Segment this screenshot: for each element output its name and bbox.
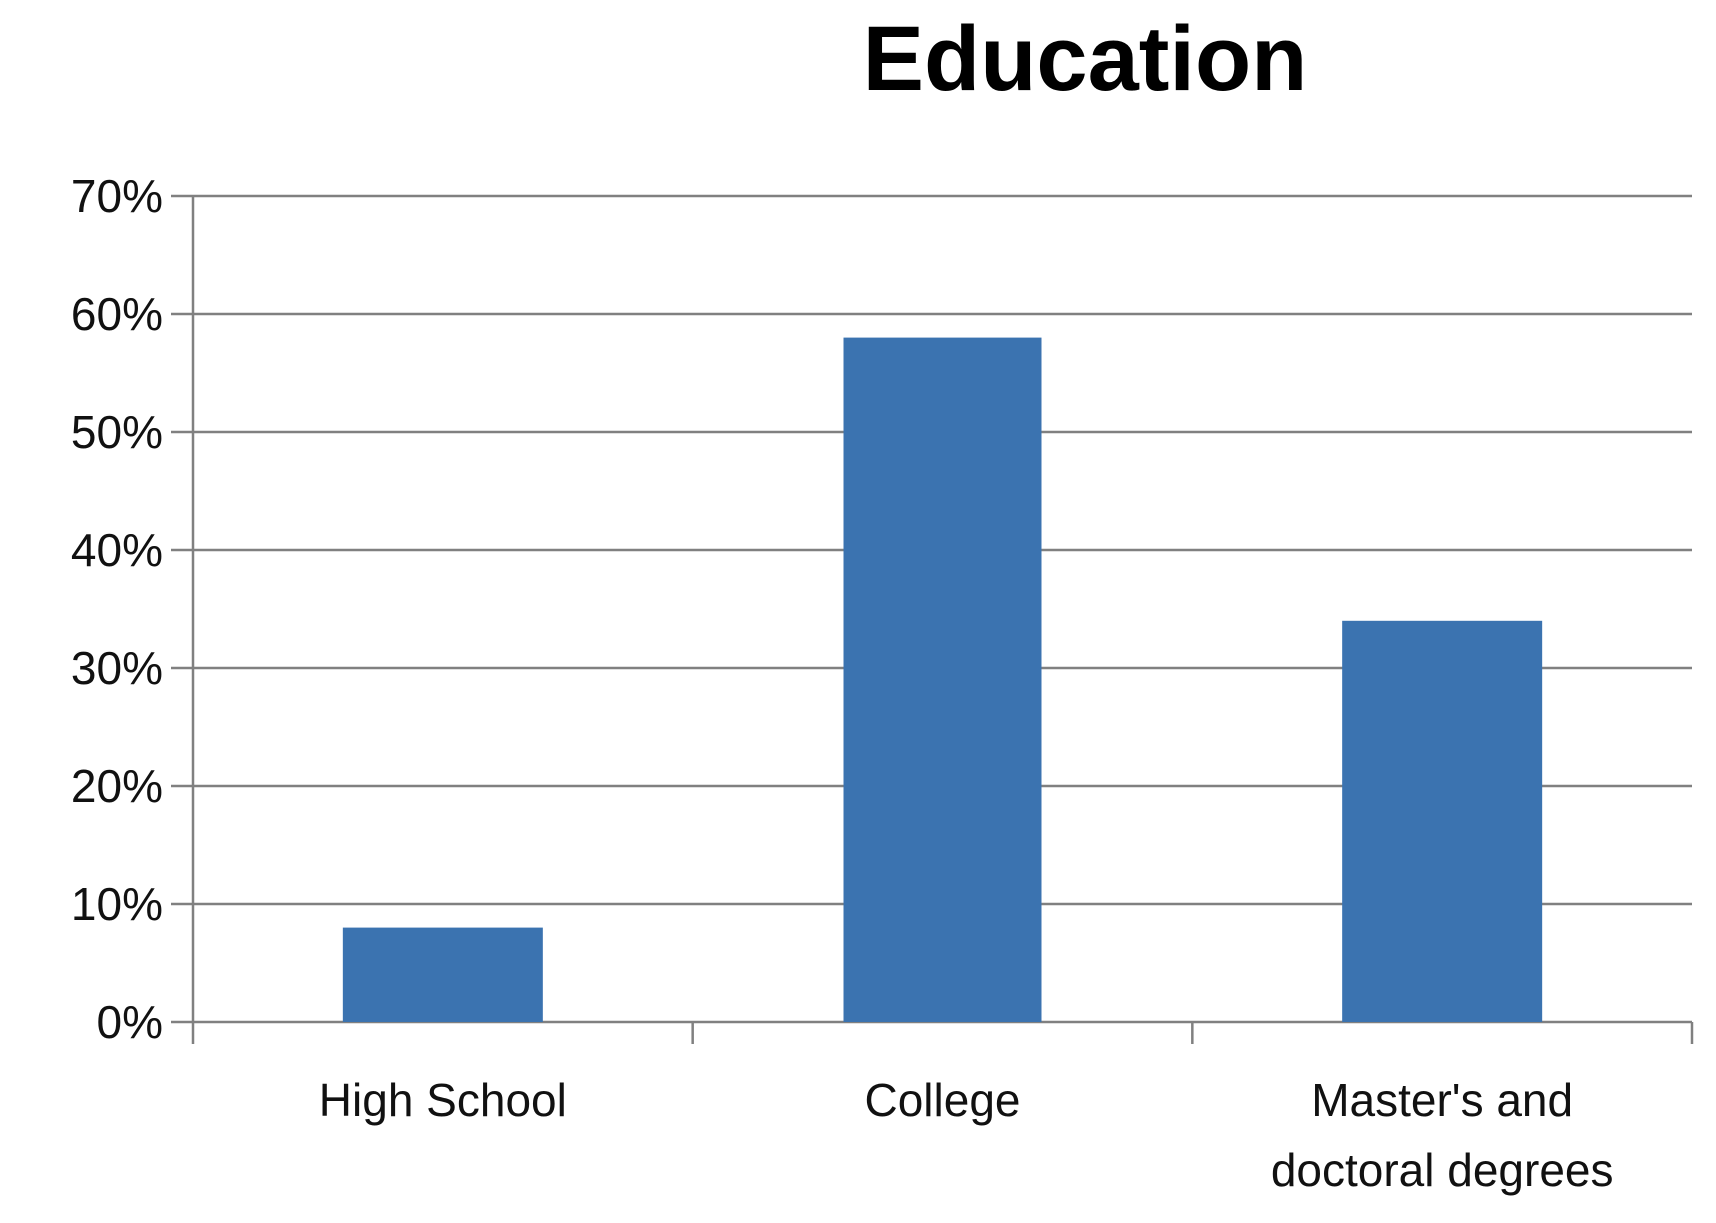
- x-tick-label: High School: [319, 1074, 567, 1126]
- y-tick-label: 20%: [71, 760, 163, 812]
- bar: [342, 927, 543, 1022]
- chart-title: Education: [863, 8, 1308, 110]
- bar: [1342, 620, 1543, 1022]
- y-tick-label: 50%: [71, 406, 163, 458]
- x-tick-label: Master's and: [1311, 1074, 1573, 1126]
- x-tick-label: doctoral degrees: [1271, 1144, 1614, 1196]
- y-tick-labels: 0% 10% 20% 30% 40% 50% 60% 70%: [71, 170, 163, 1048]
- bar: [843, 337, 1042, 1023]
- y-tick-label: 10%: [71, 878, 163, 930]
- y-tick-label: 0%: [97, 996, 163, 1048]
- y-tick-label: 40%: [71, 524, 163, 576]
- y-tick-label: 60%: [71, 288, 163, 340]
- x-tick-labels: High School College Master's and doctoral d…: [319, 1074, 1614, 1196]
- bars: [342, 337, 1543, 1023]
- y-tick-label: 70%: [71, 170, 163, 222]
- y-tick-label: 30%: [71, 642, 163, 694]
- x-tick-label: College: [865, 1074, 1021, 1126]
